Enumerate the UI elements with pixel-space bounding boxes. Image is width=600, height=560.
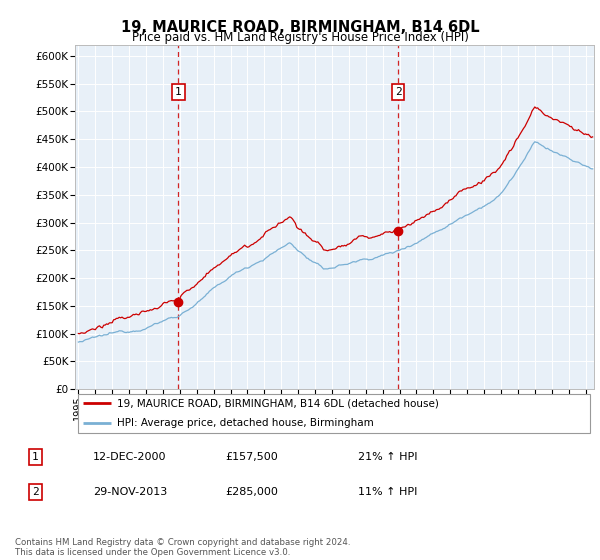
Text: 1: 1 [32, 452, 38, 462]
Text: 11% ↑ HPI: 11% ↑ HPI [358, 487, 417, 497]
Text: 19, MAURICE ROAD, BIRMINGHAM, B14 6DL: 19, MAURICE ROAD, BIRMINGHAM, B14 6DL [121, 20, 479, 35]
Text: 2: 2 [395, 87, 401, 97]
Text: Contains HM Land Registry data © Crown copyright and database right 2024.
This d: Contains HM Land Registry data © Crown c… [15, 538, 350, 557]
Text: 29-NOV-2013: 29-NOV-2013 [92, 487, 167, 497]
Text: Price paid vs. HM Land Registry's House Price Index (HPI): Price paid vs. HM Land Registry's House … [131, 31, 469, 44]
Text: £285,000: £285,000 [225, 487, 278, 497]
Text: 19, MAURICE ROAD, BIRMINGHAM, B14 6DL (detached house): 19, MAURICE ROAD, BIRMINGHAM, B14 6DL (d… [116, 398, 439, 408]
Text: 2: 2 [32, 487, 38, 497]
FancyBboxPatch shape [77, 394, 590, 433]
Text: 21% ↑ HPI: 21% ↑ HPI [358, 452, 417, 462]
Text: 12-DEC-2000: 12-DEC-2000 [92, 452, 166, 462]
Text: HPI: Average price, detached house, Birmingham: HPI: Average price, detached house, Birm… [116, 418, 373, 427]
Text: £157,500: £157,500 [225, 452, 278, 462]
Text: 1: 1 [175, 87, 182, 97]
